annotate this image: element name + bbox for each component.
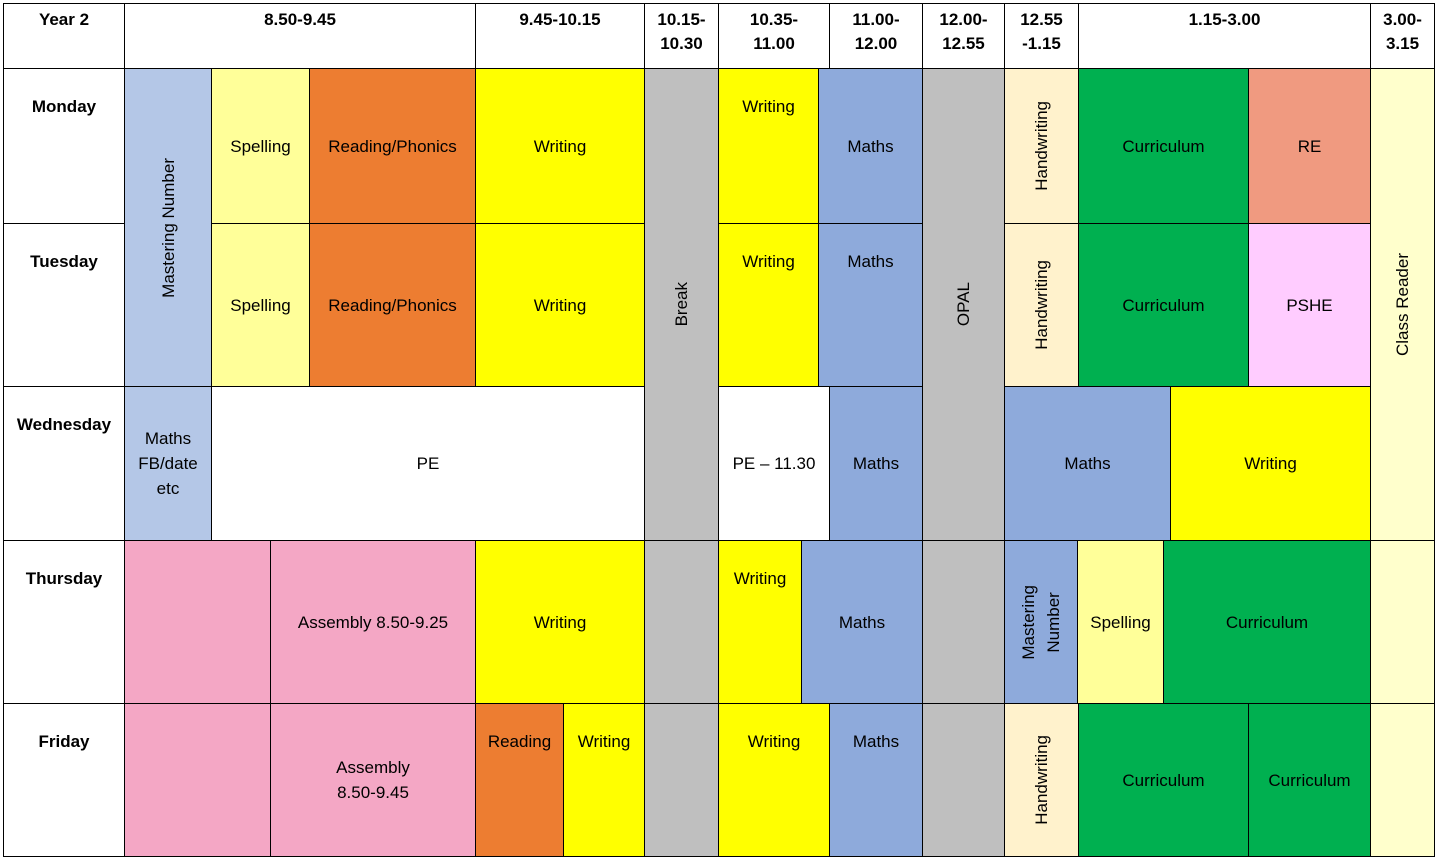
monday-maths: Maths [818,68,923,224]
tuesday-curriculum: Curriculum [1078,223,1249,387]
tuesday-reading-phonics: Reading/Phonics [309,223,476,387]
thursday-writing: Writing [475,540,645,704]
monday-writing: Writing [475,68,645,224]
tuesday-writing-2: Writing [718,223,819,387]
friday-opal [922,703,1005,857]
thursday-mastering-number: Mastering Number [1004,540,1078,704]
day-label-monday: Monday [3,68,125,224]
tuesday-maths: Maths [818,223,923,387]
friday-blank [124,703,271,857]
monday-reading-phonics: Reading/Phonics [309,68,476,224]
wednesday-maths-fb: Maths FB/date etc [124,386,212,541]
thursday-assembly: Assembly 8.50-9.25 [270,540,476,704]
tuesday-handwriting: Handwriting [1004,223,1079,387]
friday-writing-2: Writing [718,703,830,857]
wednesday-maths-2: Maths [1004,386,1171,541]
friday-maths: Maths [829,703,923,857]
lesson-class-reader: Class Reader [1370,68,1435,541]
thursday-class-reader [1370,540,1435,704]
header-time: 3.00- 3.15 [1370,3,1435,69]
friday-class-reader [1370,703,1435,857]
header-time: 8.50-9.45 [124,3,476,69]
friday-curriculum: Curriculum [1078,703,1249,857]
thursday-maths: Maths [801,540,923,704]
wednesday-writing: Writing [1170,386,1371,541]
monday-re: RE [1248,68,1371,224]
friday-break [644,703,719,857]
tuesday-pshe: PSHE [1248,223,1371,387]
header-time: 12.00- 12.55 [922,3,1005,69]
thursday-break [644,540,719,704]
monday-handwriting: Handwriting [1004,68,1079,224]
thursday-spelling: Spelling [1077,540,1164,704]
header-time: 9.45-10.15 [475,3,645,69]
thursday-blank [124,540,271,704]
header-time: 10.15- 10.30 [644,3,719,69]
friday-writing: Writing [563,703,645,857]
monday-spelling: Spelling [211,68,310,224]
thursday-curriculum: Curriculum [1163,540,1371,704]
thursday-opal [922,540,1005,704]
wednesday-pe: PE [211,386,645,541]
day-label-thursday: Thursday [3,540,125,704]
header-time: 10.35- 11.00 [718,3,830,69]
lesson-break: Break [644,68,719,541]
friday-handwriting: Handwriting [1004,703,1079,857]
monday-writing-2: Writing [718,68,819,224]
day-label-wednesday: Wednesday [3,386,125,541]
friday-reading: Reading [475,703,564,857]
tuesday-spelling: Spelling [211,223,310,387]
header-corner: Year 2 [3,3,125,69]
friday-assembly: Assembly 8.50-9.45 [270,703,476,857]
friday-curriculum-2: Curriculum [1248,703,1371,857]
tuesday-writing: Writing [475,223,645,387]
wednesday-pe-1130: PE – 11.30 [718,386,830,541]
wednesday-maths: Maths [829,386,923,541]
thursday-writing-2: Writing [718,540,802,704]
monday-curriculum: Curriculum [1078,68,1249,224]
lesson-mastering-number: Mastering Number [124,68,212,387]
header-time: 12.55 -1.15 [1004,3,1079,69]
header-time: 1.15-3.00 [1078,3,1371,69]
day-label-tuesday: Tuesday [3,223,125,387]
header-time: 11.00- 12.00 [829,3,923,69]
day-label-friday: Friday [3,703,125,857]
lesson-opal: OPAL [922,68,1005,541]
